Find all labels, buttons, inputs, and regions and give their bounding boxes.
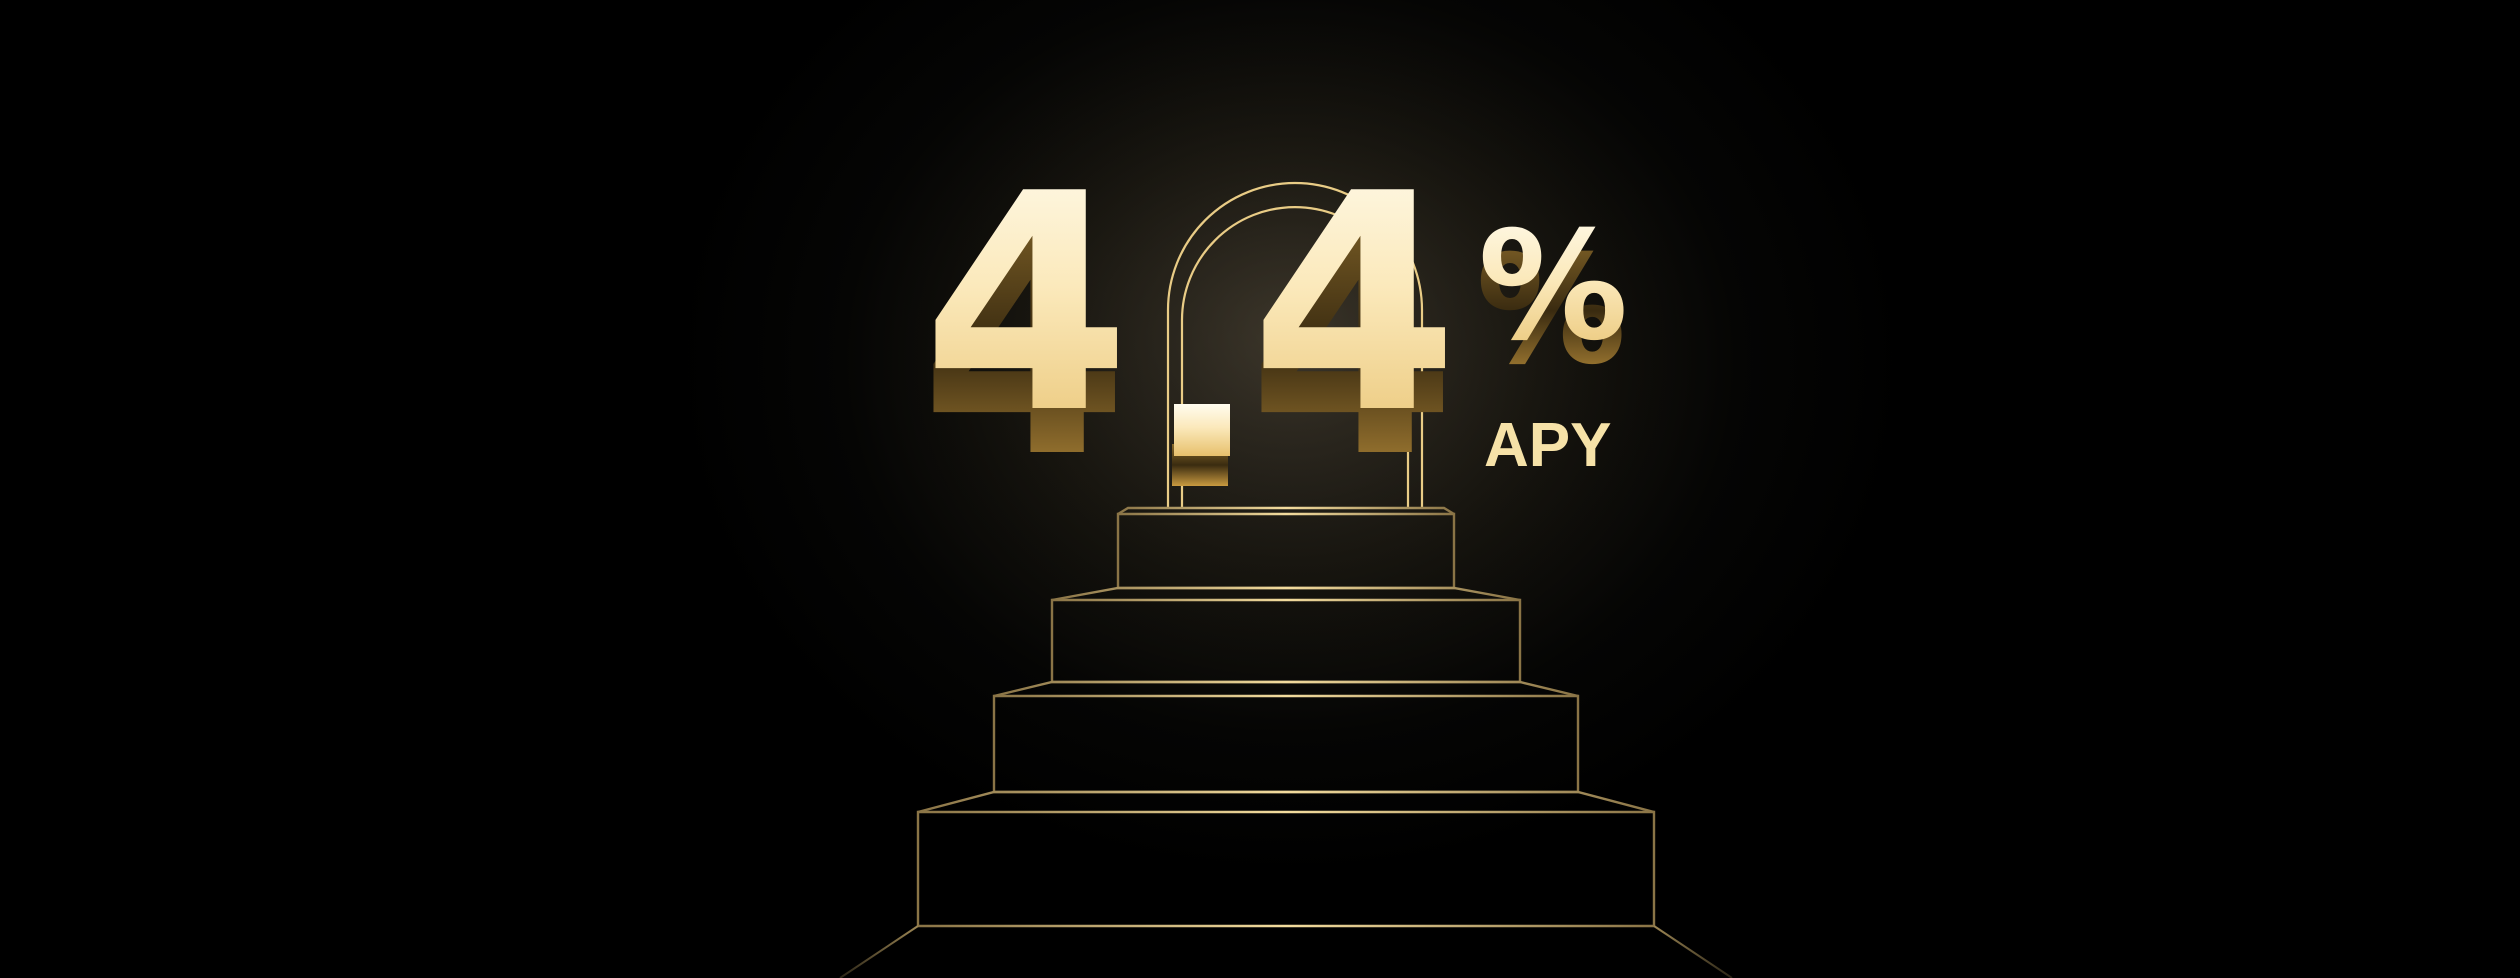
percent-sign-extrusion: %	[1476, 224, 1626, 398]
rate-label: APY	[1484, 411, 1611, 480]
rate-digit-1-extrusion: 4	[920, 174, 1129, 523]
percent-sign-group: % %	[1476, 200, 1628, 398]
arch-doorway-outline-icon	[1166, 181, 1424, 508]
rate-digit-2-extrusion: 4	[1248, 174, 1457, 523]
percent-sign: %	[1478, 200, 1628, 374]
decimal-point	[1174, 404, 1230, 456]
floor-perspective-lines	[839, 925, 1733, 978]
background-glow	[860, 0, 1720, 690]
rate-digit-1-group: 4 4	[920, 130, 1131, 523]
rate-digit-2-group: 4 4	[1248, 130, 1459, 523]
rate-digit-1: 4	[922, 130, 1131, 479]
rate-decimal-point-group	[1172, 404, 1230, 486]
rate-digit-2: 4	[1250, 130, 1459, 479]
